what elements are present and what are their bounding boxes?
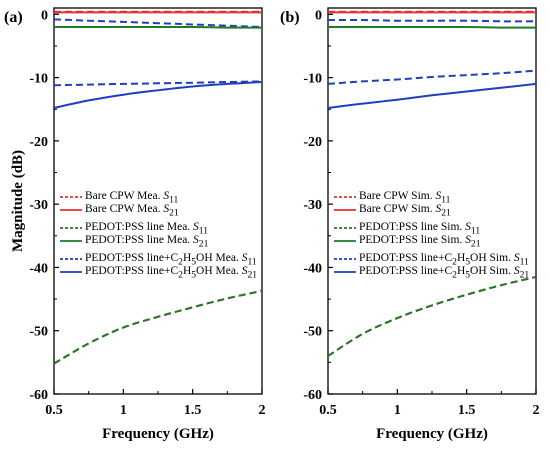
series-line-3: [54, 25, 262, 29]
panel-a: 0 -10 -20 -30 -40 -50 -600.5 1 1.5 2 Frequency (GH…: [4, 7, 266, 442]
y-tick-label: 0: [41, 8, 48, 23]
y-axis-title: Magnitude (dB): [10, 150, 26, 252]
series-line-2: [54, 289, 262, 365]
series-line-5: [54, 81, 262, 109]
y-tick-label: -20: [29, 135, 48, 150]
legend-label: PEDOT:PSS line Sim. S11: [359, 221, 481, 236]
panel-label: (b): [280, 9, 300, 26]
legend-entry: PEDOT:PSS line+C2H5OH Mea. S21: [85, 265, 258, 280]
legend-label: Bare CPW Sim. S11: [359, 190, 451, 205]
legend-entry: PEDOT:PSS line Sim. S11: [359, 221, 481, 236]
series-line-3: [328, 25, 536, 29]
y-tick-label: -30: [303, 198, 322, 213]
x-tick-label: 1: [120, 403, 127, 418]
legend-entry: PEDOT:PSS line+C2H5OH Mea. S11: [85, 252, 257, 267]
legend-entry: PEDOT:PSS line Mea. S11: [85, 221, 209, 236]
series-group: [328, 10, 536, 357]
legend-entry: Bare CPW Mea. S11: [85, 190, 179, 205]
legend-entry: PEDOT:PSS line Mea. S21: [85, 234, 209, 249]
series-line-4: [54, 80, 262, 87]
x-axis-title: Frequency (GHz): [102, 426, 214, 442]
legend-entry: PEDOT:PSS line+C2H5OH Sim. S11: [359, 252, 529, 267]
x-tick-label: 1.5: [458, 403, 476, 418]
y-tick-label: -10: [29, 72, 48, 87]
series-group: [54, 10, 262, 365]
legend-label: PEDOT:PSS line+C2H5OH Mea. S11: [85, 252, 257, 267]
x-tick-label: 2: [259, 403, 266, 418]
legend-label: Bare CPW Sim. S21: [359, 203, 451, 218]
y-tick-label: -50: [303, 325, 322, 340]
legend-entry: Bare CPW Mea. S21: [85, 203, 179, 218]
legend-label: Bare CPW Mea. S21: [85, 203, 179, 218]
y-tick-label: -60: [29, 388, 48, 403]
legend-label: PEDOT:PSS line Mea. S11: [85, 221, 209, 236]
series-line-4: [328, 69, 536, 85]
x-tick-label: 2: [533, 403, 540, 418]
legend-entry: Bare CPW Sim. S11: [359, 190, 451, 205]
y-tick-label: -10: [303, 72, 322, 87]
legend-label: PEDOT:PSS line Mea. S21: [85, 234, 209, 249]
panel-label: (a): [4, 9, 23, 26]
legend-label: PEDOT:PSS line Sim. S21: [359, 234, 481, 249]
x-tick-label: 0.5: [45, 403, 63, 418]
legend-entry: PEDOT:PSS line+C2H5OH Sim. S21: [359, 265, 530, 280]
extra-line: [54, 18, 262, 28]
series-line-2: [328, 275, 536, 357]
y-tick-label: -40: [303, 261, 322, 276]
series-line-5: [328, 82, 536, 109]
y-tick-label: -20: [303, 135, 322, 150]
y-tick-label: -30: [29, 198, 48, 213]
legend-entry: Bare CPW Sim. S21: [359, 203, 451, 218]
y-tick-label: -40: [29, 261, 48, 276]
legend-label: Bare CPW Mea. S11: [85, 190, 179, 205]
y-tick-label: -50: [29, 325, 48, 340]
x-tick-label: 1: [394, 403, 401, 418]
panel-b: 0 -10 -20 -30 -40 -50 -600.5 1 1.5 2 Frequency (GH…: [280, 7, 540, 442]
legend-label: PEDOT:PSS line+C2H5OH Sim. S11: [359, 252, 529, 267]
x-axis-title: Frequency (GHz): [376, 426, 488, 442]
x-tick-label: 0.5: [319, 403, 337, 418]
series-line-0: [328, 275, 536, 357]
extra-line: [328, 18, 536, 23]
y-tick-label: 0: [315, 8, 322, 23]
legend-entry: PEDOT:PSS line Sim. S21: [359, 234, 481, 249]
y-tick-label: -60: [303, 388, 322, 403]
legend-label: PEDOT:PSS line+C2H5OH Sim. S21: [359, 265, 530, 280]
series-line-0: [54, 289, 262, 365]
legend-label: PEDOT:PSS line+C2H5OH Mea. S21: [85, 265, 258, 280]
x-tick-label: 1.5: [184, 403, 202, 418]
